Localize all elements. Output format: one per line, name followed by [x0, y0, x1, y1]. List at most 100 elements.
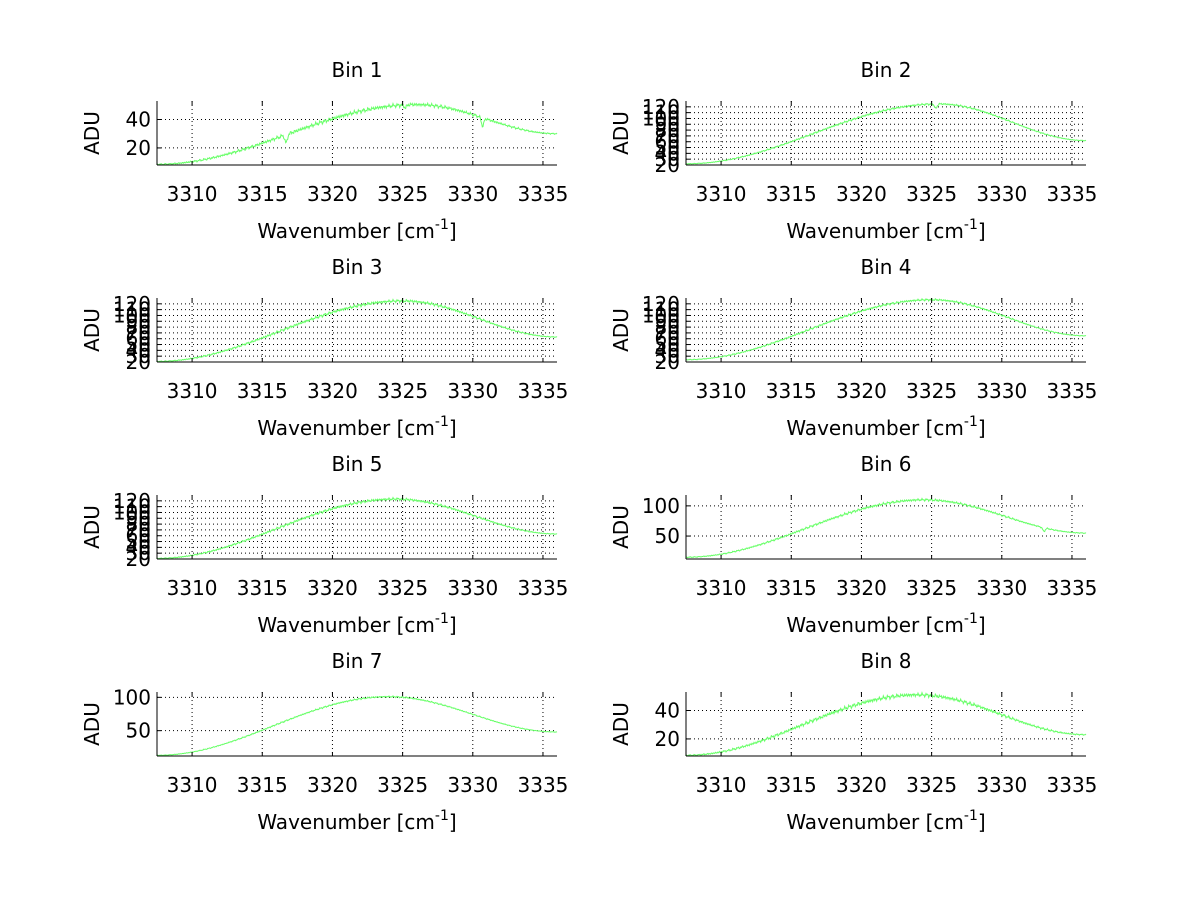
y-tick-label: 100 [642, 494, 680, 518]
spectrum-line [157, 496, 558, 560]
y-tick-label: 100 [642, 303, 680, 327]
x-axis-label: Wavenumber [cm-1] [257, 217, 456, 243]
spectrum-line [686, 102, 1087, 165]
x-tick-label: 3330 [976, 773, 1027, 797]
x-tick-label: 3320 [307, 379, 358, 403]
y-axis-label: ADU [609, 702, 633, 746]
x-axis-label: Wavenumber [cm-1] [786, 414, 985, 440]
y-tick-label: 80 [655, 315, 680, 339]
y-tick-label: 100 [113, 685, 151, 709]
spectrum-line [157, 101, 558, 166]
y-tick-label: 80 [126, 512, 151, 536]
subplot-title: Bin 7 [331, 649, 382, 673]
x-axis-label: Wavenumber [cm-1] [786, 217, 985, 243]
spectrum-line [685, 497, 1087, 559]
x-tick-label: 3320 [307, 773, 358, 797]
x-axis-label: Wavenumber [cm-1] [786, 611, 985, 637]
y-tick-label: 120 [642, 95, 680, 119]
x-tick-label: 3330 [447, 576, 498, 600]
x-tick-label: 3325 [377, 182, 428, 206]
y-axis-label: ADU [609, 111, 633, 155]
y-tick-label: 60 [126, 327, 151, 351]
x-axis-label: Wavenumber [cm-1] [257, 808, 456, 834]
y-tick-label: 70 [655, 321, 680, 345]
x-tick-label: 3325 [906, 182, 957, 206]
x-tick-label: 3315 [766, 773, 817, 797]
x-tick-label: 3330 [976, 576, 1027, 600]
y-tick-label: 90 [655, 112, 680, 136]
y-tick-label: 70 [126, 321, 151, 345]
y-tick-label: 90 [126, 506, 151, 530]
y-tick-label: 50 [655, 333, 680, 357]
y-tick-label: 70 [655, 124, 680, 148]
spectrum-line [686, 691, 1087, 757]
y-tick-label: 40 [655, 338, 680, 362]
x-tick-label: 3310 [167, 182, 218, 206]
subplot-title: Bin 2 [860, 58, 911, 82]
y-tick-label: 40 [126, 535, 151, 559]
y-tick-label: 60 [126, 524, 151, 548]
y-tick-label: 110 [113, 495, 151, 519]
subplot-7: Bin 7 3310 3315 3320 3325 3330 3335 50 100 ADU Wav… [80, 649, 568, 834]
x-tick-label: 3315 [766, 379, 817, 403]
y-tick-label: 80 [655, 118, 680, 142]
subplot-title: Bin 6 [860, 452, 911, 476]
y-tick-label: 90 [655, 309, 680, 333]
subplot-8: Bin 8 3310 3315 3320 3325 3330 3335 20 40 ADU Wave… [609, 649, 1097, 834]
x-tick-label: 3335 [1047, 182, 1098, 206]
y-tick-label: 40 [655, 141, 680, 165]
subplot-title: Bin 8 [860, 649, 911, 673]
x-tick-label: 3310 [696, 182, 747, 206]
y-tick-label: 20 [126, 136, 151, 160]
x-tick-label: 3335 [518, 773, 569, 797]
y-axis-label: ADU [80, 505, 104, 549]
y-tick-label: 20 [126, 547, 151, 571]
x-tick-label: 3330 [447, 182, 498, 206]
y-tick-label: 110 [642, 298, 680, 322]
subplot-6: Bin 6 3310 3315 3320 3325 3330 3335 50 100 ADU Wav… [609, 452, 1097, 637]
y-tick-label: 20 [655, 727, 680, 751]
y-tick-label: 40 [126, 107, 151, 131]
x-tick-label: 3310 [696, 379, 747, 403]
y-tick-label: 60 [655, 130, 680, 154]
x-tick-label: 3325 [377, 379, 428, 403]
x-tick-label: 3320 [307, 576, 358, 600]
x-tick-label: 3325 [377, 576, 428, 600]
x-tick-label: 3320 [307, 182, 358, 206]
x-tick-label: 3310 [167, 576, 218, 600]
x-tick-label: 3320 [836, 773, 887, 797]
x-tick-label: 3330 [976, 182, 1027, 206]
x-axis-label: Wavenumber [cm-1] [257, 414, 456, 440]
x-tick-label: 3325 [906, 773, 957, 797]
y-tick-label: 40 [655, 698, 680, 722]
y-tick-label: 30 [655, 147, 680, 171]
y-tick-label: 110 [113, 298, 151, 322]
x-axis-label: Wavenumber [cm-1] [257, 611, 456, 637]
y-axis-label: ADU [80, 702, 104, 746]
y-tick-label: 40 [126, 338, 151, 362]
subplot-1: Bin 1 3310 3315 3320 3325 3330 3335 20 40 ADU Wave… [80, 58, 568, 243]
y-axis-label: ADU [609, 505, 633, 549]
x-tick-label: 3320 [836, 379, 887, 403]
x-tick-label: 3330 [447, 379, 498, 403]
x-tick-label: 3325 [906, 576, 957, 600]
y-tick-label: 110 [642, 101, 680, 125]
x-tick-label: 3335 [1047, 576, 1098, 600]
y-tick-label: 50 [655, 524, 680, 548]
subplot-title: Bin 4 [860, 255, 911, 279]
x-tick-label: 3325 [377, 773, 428, 797]
y-tick-label: 20 [655, 350, 680, 374]
y-axis-label: ADU [80, 111, 104, 155]
x-tick-label: 3320 [836, 576, 887, 600]
x-tick-label: 3315 [766, 182, 817, 206]
y-axis-label: ADU [609, 308, 633, 352]
subplot-2: Bin 2 3310 3315 3320 3325 3330 3335 20304050607… [609, 58, 1097, 243]
x-tick-label: 3310 [167, 773, 218, 797]
y-tick-label: 30 [126, 344, 151, 368]
y-tick-label: 50 [655, 136, 680, 160]
x-tick-label: 3315 [237, 773, 288, 797]
x-tick-label: 3315 [237, 182, 288, 206]
x-tick-label: 3335 [518, 379, 569, 403]
